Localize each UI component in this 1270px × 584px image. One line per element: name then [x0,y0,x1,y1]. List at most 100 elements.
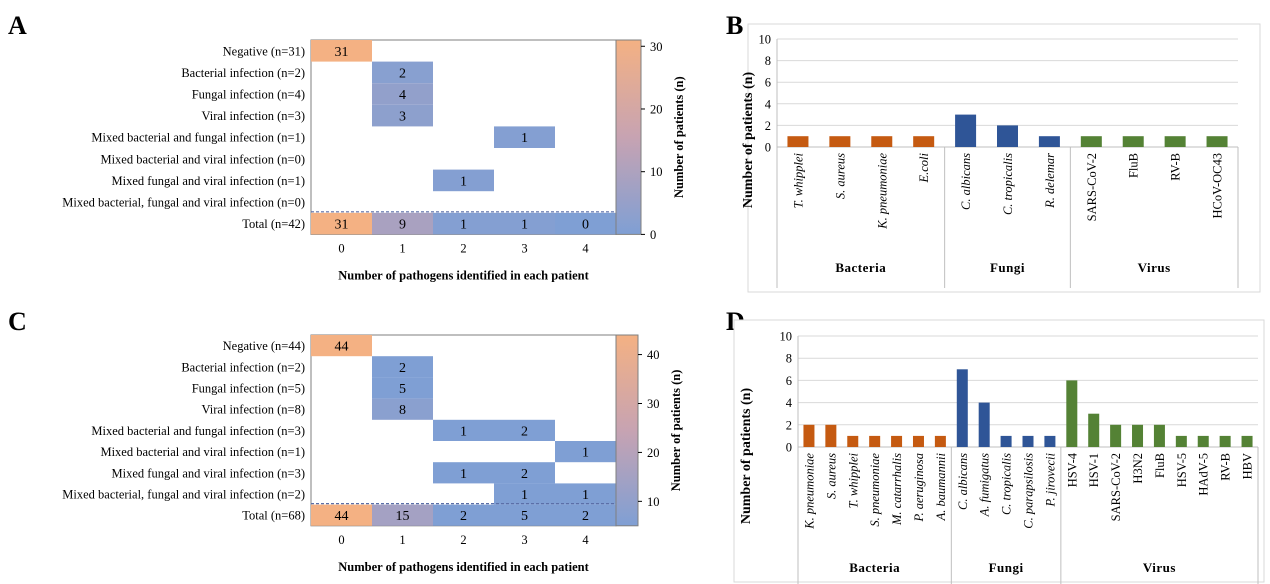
heatmap-row-label: Viral infection (n=3) [202,109,306,123]
bar-category-label: S. aureus [833,153,847,199]
bar [1000,435,1012,447]
bar [829,136,851,147]
bar [1164,136,1186,147]
heatmap-cell [311,335,372,357]
bar-category-label: FluB [1127,153,1141,178]
bar [1080,136,1102,147]
bar [847,435,859,447]
heatmap-cell [372,398,433,420]
bar-category-label: C. tropicalis [1001,153,1015,215]
heatmap-column-label: 2 [460,533,466,547]
bar-category-label: C. albicans [959,153,973,210]
heatmap-panel-a: Negative (n=31) Bacterial infection (n=2)… [62,39,686,282]
bar [1153,424,1165,447]
heatmap-row-label: Negative (n=31) [223,44,305,58]
heatmap-cell-value: 1 [460,174,467,189]
heatmap-column-label: 0 [338,533,344,547]
bar-category-label: P. aeruginosa [912,453,926,523]
colorbar-tick-label: 40 [647,348,660,362]
heatmap-cell-value: 1 [460,218,467,233]
bar [1241,435,1253,447]
bar [1038,136,1060,147]
bar [997,125,1018,147]
bar-category-label: C. parapsilosis [1022,453,1036,529]
heatmap-column-label: 3 [521,533,527,547]
heatmap-cell-value: 0 [582,218,589,233]
bar-category-label: S. aureus [824,453,838,499]
colorbar-tick-label: 0 [650,228,656,242]
bar-category-label: HCoV-OC43 [1211,153,1225,219]
bar [1110,424,1122,447]
heatmap-cell [555,441,616,463]
heatmap-column-label: 0 [338,241,344,255]
heatmap-cell-value: 1 [521,218,528,233]
heatmap-cell [372,61,433,84]
heatmap-row-label: Mixed bacterial and viral infection (n=1… [100,445,305,459]
heatmap-column-label: 2 [460,241,466,255]
bar [891,435,903,447]
bar-y-tick-label: 4 [765,97,772,111]
heatmap-column-label: 3 [521,241,527,255]
heatmap-column-label: 1 [399,241,405,255]
colorbar [615,334,639,527]
bar [912,435,924,447]
colorbar-tick-label: 10 [650,165,663,179]
heatmap-cell [555,483,616,505]
heatmap-cell-value: 5 [399,382,406,397]
colorbar-tick-label: 30 [647,397,660,411]
bar-category-label: HBV [1241,453,1255,479]
heatmap-cell-value: 2 [582,509,589,524]
bar [1132,424,1144,447]
bar [956,369,968,447]
heatmap-row-label: Viral infection (n=8) [202,403,306,417]
heatmap-cell-value: 1 [460,467,467,482]
heatmap-cell-value: 5 [521,509,528,524]
bar-category-label: C. tropicalis [1000,453,1014,515]
heatmap-row-label: Negative (n=44) [223,339,305,353]
heatmap-row-label: Mixed bacterial and fungal infection (n=… [91,424,305,438]
bar-panel-b: 0 2 4 6 8 10 Number of patients (n) T. whipplei… [741,23,1261,293]
heatmap-row-label: Bacterial infection (n=2) [181,360,305,374]
bar-panel-d: 0 2 4 6 8 10 Number of patients (n) K. pneumoni… [733,319,1265,584]
heatmap-cell-value: 3 [399,110,406,125]
bar [871,136,893,147]
bar-y-tick-label: 2 [765,119,771,133]
bar-category-label: HAdV-5 [1197,453,1211,496]
bar-y-tick-label: 10 [759,33,772,47]
panel-letter-a: A [8,11,27,40]
heatmap-cell-value: 1 [582,446,589,461]
bar-category-label: SARS-CoV-2 [1109,453,1123,521]
panel-letter-b: B [726,11,743,40]
colorbar-tick-label: 30 [650,40,663,54]
bar-category-label: C. albicans [956,453,970,510]
bar [955,114,977,147]
heatmap-cell [372,356,433,378]
heatmap-cell-value: 31 [335,45,349,60]
heatmap-row-label: Total (n=68) [242,509,305,523]
bar [1122,136,1144,147]
bar-group-label: Bacteria [849,560,900,575]
heatmap-row-label: Mixed fungal and viral infection (n=1) [112,174,305,188]
heatmap-row-label: Fungal infection (n=4) [192,88,305,102]
bar-category-label: P. jirovecii [1043,452,1057,507]
heatmap-cell-value: 1 [521,131,528,146]
colorbar-tick-label: 20 [650,102,663,116]
heatmap-cell-value: 2 [521,467,528,482]
bar [787,136,809,147]
heatmap-cell-value: 2 [460,509,467,524]
bar-group-label: Virus [1143,560,1176,575]
heatmap-cell-value: 15 [396,509,410,524]
bar-category-label: K. pneumoniae [875,153,889,230]
bar [978,402,990,447]
heatmap-cell [433,504,494,526]
heatmap-row-label: Mixed bacterial, fungal and viral infect… [62,488,305,502]
bar-y-axis-title: Number of patients (n) [739,388,754,525]
bar-y-tick-label: 6 [765,76,771,90]
bar [803,424,815,447]
heatmap-cell [494,419,555,441]
bar-y-tick-label: 4 [786,396,793,410]
bar-group-label: Virus [1138,260,1171,275]
bar-category-label: HSV-5 [1175,453,1189,487]
heatmap-row-label: Mixed fungal and viral infection (n=3) [112,466,305,480]
heatmap-row-label: Fungal infection (n=5) [192,382,305,396]
